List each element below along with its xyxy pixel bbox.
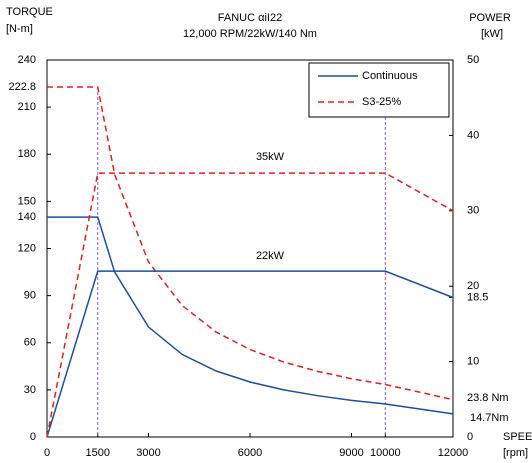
y-axis-label: TORQUE: [6, 6, 53, 18]
y2-axis-label: [kW]: [481, 28, 503, 40]
y-tick-label: 150: [18, 195, 36, 207]
y-tick-label: 60: [24, 337, 36, 349]
legend-label: Continuous: [362, 70, 418, 82]
y2-tick-label: 30: [467, 205, 479, 217]
y-tick-label: 210: [18, 101, 36, 113]
chart-subtitle: 12,000 RPM/22kW/140 Nm: [183, 28, 317, 40]
y-tick-label: 240: [18, 54, 36, 66]
annotation: 23.8 Nm: [467, 392, 509, 404]
y2-tick-label: 10: [467, 356, 479, 368]
series-line: [47, 216, 454, 415]
x-axis-label: SPEED: [503, 431, 532, 443]
y2-tick-label: 40: [467, 129, 479, 141]
y-tick-label: 90: [24, 290, 36, 302]
annotation: 22kW: [256, 250, 285, 262]
y2-tick-label: 18.5: [467, 291, 488, 303]
x-tick-label: 6000: [238, 447, 262, 459]
x-tick-label: 12000: [438, 447, 469, 459]
x-tick-label: 3000: [136, 447, 160, 459]
y-tick-label: 30: [24, 384, 36, 396]
legend-box: [308, 62, 450, 118]
y-tick-label: 180: [18, 148, 36, 160]
x-tick-label: 0: [44, 447, 50, 459]
series-line: [46, 270, 454, 438]
y2-tick-label: 20: [467, 280, 479, 292]
legend-label: S3-25%: [362, 96, 401, 108]
y2-tick-label: 0: [467, 431, 473, 443]
series-line: [47, 86, 454, 401]
series-line: [46, 172, 454, 438]
x-axis-label: [rpm]: [503, 447, 528, 459]
y-tick-label: 120: [18, 242, 36, 254]
x-tick-label: 1500: [86, 447, 110, 459]
chart-title: FANUC αiI22: [218, 12, 282, 24]
x-tick-label: 10000: [370, 447, 401, 459]
y-tick-label: 0: [30, 431, 36, 443]
y2-axis-label: POWER: [469, 12, 511, 24]
annotation: 14.7Nm: [470, 412, 509, 424]
y-axis-label: [N-m]: [6, 23, 33, 35]
y2-tick-label: 50: [467, 54, 479, 66]
x-tick-label: 9000: [339, 447, 363, 459]
annotation: 35kW: [256, 151, 285, 163]
y-tick-label: 222.8: [8, 81, 36, 93]
y-tick-label: 140: [18, 211, 36, 223]
